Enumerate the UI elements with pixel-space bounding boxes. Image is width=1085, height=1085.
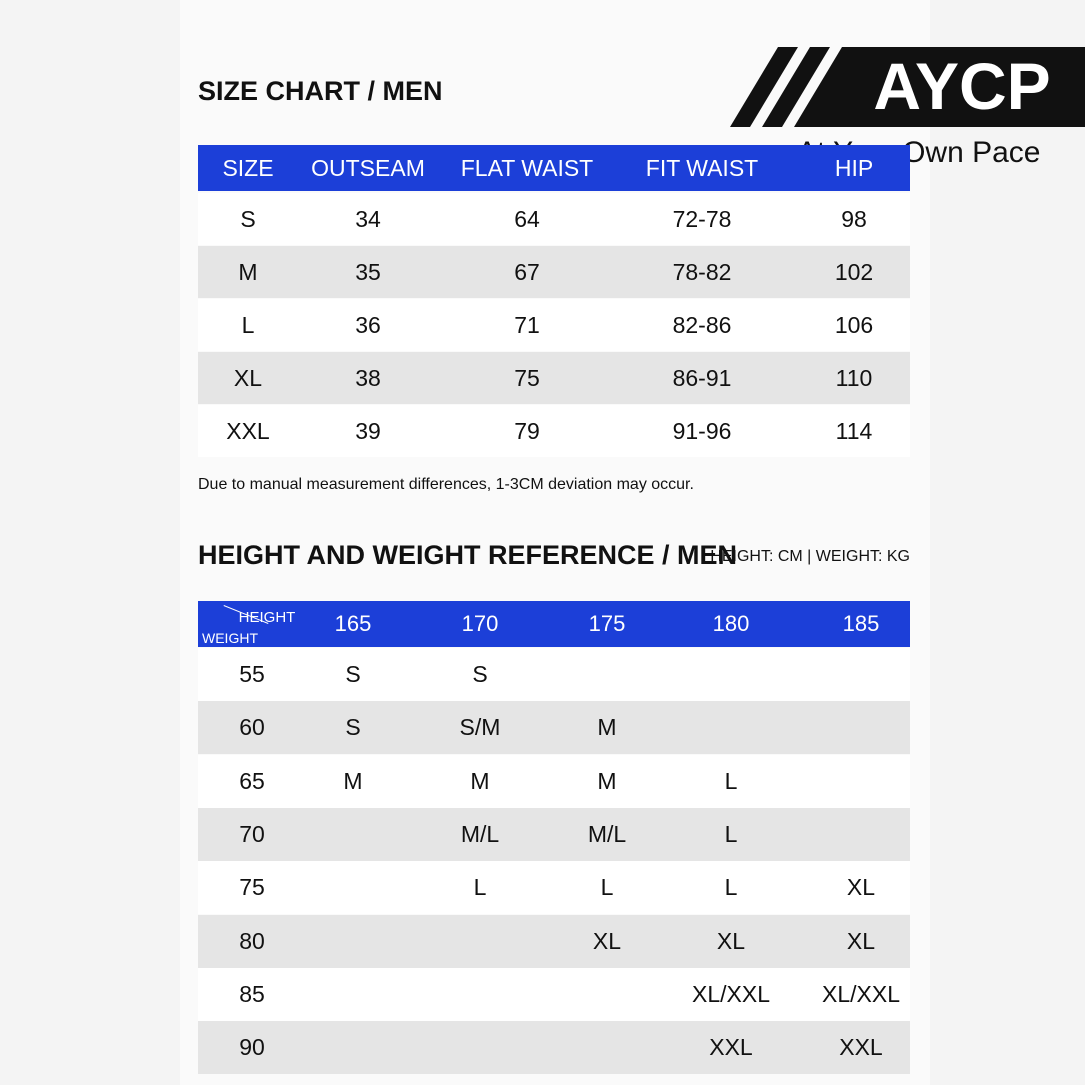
row: [198, 648, 910, 701]
row: [198, 299, 910, 351]
size-cell: XXL: [839, 1034, 883, 1061]
weight-cell: 80: [239, 927, 265, 954]
row: [198, 861, 910, 915]
size-cell: M/L: [587, 820, 627, 847]
size-cell: L: [724, 874, 738, 901]
cell: 79: [514, 417, 540, 444]
cell: 35: [355, 258, 381, 285]
header-cell: SIZE: [222, 154, 274, 181]
size-cell: M: [597, 714, 617, 741]
cell: XXL: [226, 417, 270, 444]
row: [198, 967, 910, 1021]
size-cell: S: [345, 661, 361, 687]
height-cell: 165: [334, 611, 372, 636]
header-cell: FLAT WAIST: [460, 154, 594, 181]
cell: XL: [233, 364, 263, 391]
row: [198, 405, 910, 457]
cell: S: [240, 205, 256, 232]
row: [198, 246, 910, 298]
cell: M: [238, 258, 258, 285]
size-cell: XL/XXL: [822, 980, 900, 1007]
size-cell: L: [724, 767, 738, 794]
cell: 86-91: [672, 364, 732, 391]
height-cell: 180: [712, 611, 750, 636]
row: [198, 754, 910, 808]
size-cell: S: [345, 714, 361, 741]
cell: 106: [834, 311, 874, 338]
note: Due to manual measurement differences, 1…: [198, 476, 694, 493]
cell: 82-86: [672, 311, 732, 338]
weight-cell: 55: [239, 661, 265, 687]
logo-mark: AYCP: [730, 47, 1085, 127]
cell: 72-78: [672, 205, 732, 232]
cell: L: [241, 311, 255, 338]
size-cell: M: [470, 767, 490, 794]
size-cell: XL/XXL: [692, 980, 770, 1007]
cell: 71: [514, 311, 540, 338]
weight-cell: 70: [239, 820, 265, 847]
size-cell: S: [472, 661, 488, 687]
cell: 110: [835, 364, 873, 391]
size-cell: XL: [592, 927, 622, 954]
cell: 78-82: [672, 258, 732, 285]
size-cell: M: [343, 767, 363, 794]
size-cell: M/L: [460, 820, 500, 847]
cell: 98: [841, 205, 867, 232]
cell: 34: [355, 205, 381, 232]
cell: 38: [355, 364, 381, 391]
corner-weight: WEIGHT: [202, 630, 258, 646]
size-cell: XL: [846, 927, 876, 954]
header-cell: FIT WAIST: [645, 154, 759, 181]
header-cell: OUTSEAM: [311, 154, 425, 181]
cell: 114: [835, 417, 873, 444]
weight-cell: 75: [239, 874, 265, 901]
logo-brand: AYCP: [873, 49, 1050, 123]
row: [198, 701, 910, 755]
size-cell: XXL: [709, 1034, 753, 1061]
units: HEIGHT: CM | WEIGHT: KG: [710, 548, 910, 565]
weight-cell: 90: [239, 1034, 265, 1061]
weight-cell: 65: [239, 767, 265, 794]
size-cell: L: [473, 874, 487, 901]
cell: 36: [355, 311, 381, 338]
size-cell: M: [597, 767, 617, 794]
size-cell: S/M: [459, 714, 501, 741]
row: [198, 914, 910, 968]
size-cell: L: [600, 874, 614, 901]
cell: 39: [355, 417, 381, 444]
weight-cell: 60: [239, 714, 265, 741]
cell: 75: [514, 364, 540, 391]
header-row: [198, 145, 910, 191]
row: [198, 1021, 910, 1075]
size-cell: L: [724, 820, 738, 847]
reference-title: HEIGHT AND WEIGHT REFERENCE / MEN: [198, 540, 738, 570]
cell: 64: [514, 205, 540, 232]
height-cell: 185: [842, 611, 880, 636]
header-cell: HIP: [834, 154, 874, 181]
height-cell: 175: [588, 611, 626, 636]
header-row: [198, 601, 910, 647]
corner-height: HEIGHT: [238, 608, 296, 626]
size-cell: XL: [716, 927, 746, 954]
cell: 91-96: [672, 417, 732, 444]
size-chart-title: SIZE CHART / MEN: [198, 76, 443, 106]
size-cell: XL: [846, 874, 876, 901]
cell: 102: [834, 258, 874, 285]
height-cell: 170: [461, 611, 499, 636]
cell: 67: [514, 258, 540, 285]
row: [198, 807, 910, 861]
row: [198, 193, 910, 245]
row: [198, 352, 910, 404]
weight-cell: 85: [239, 980, 265, 1007]
